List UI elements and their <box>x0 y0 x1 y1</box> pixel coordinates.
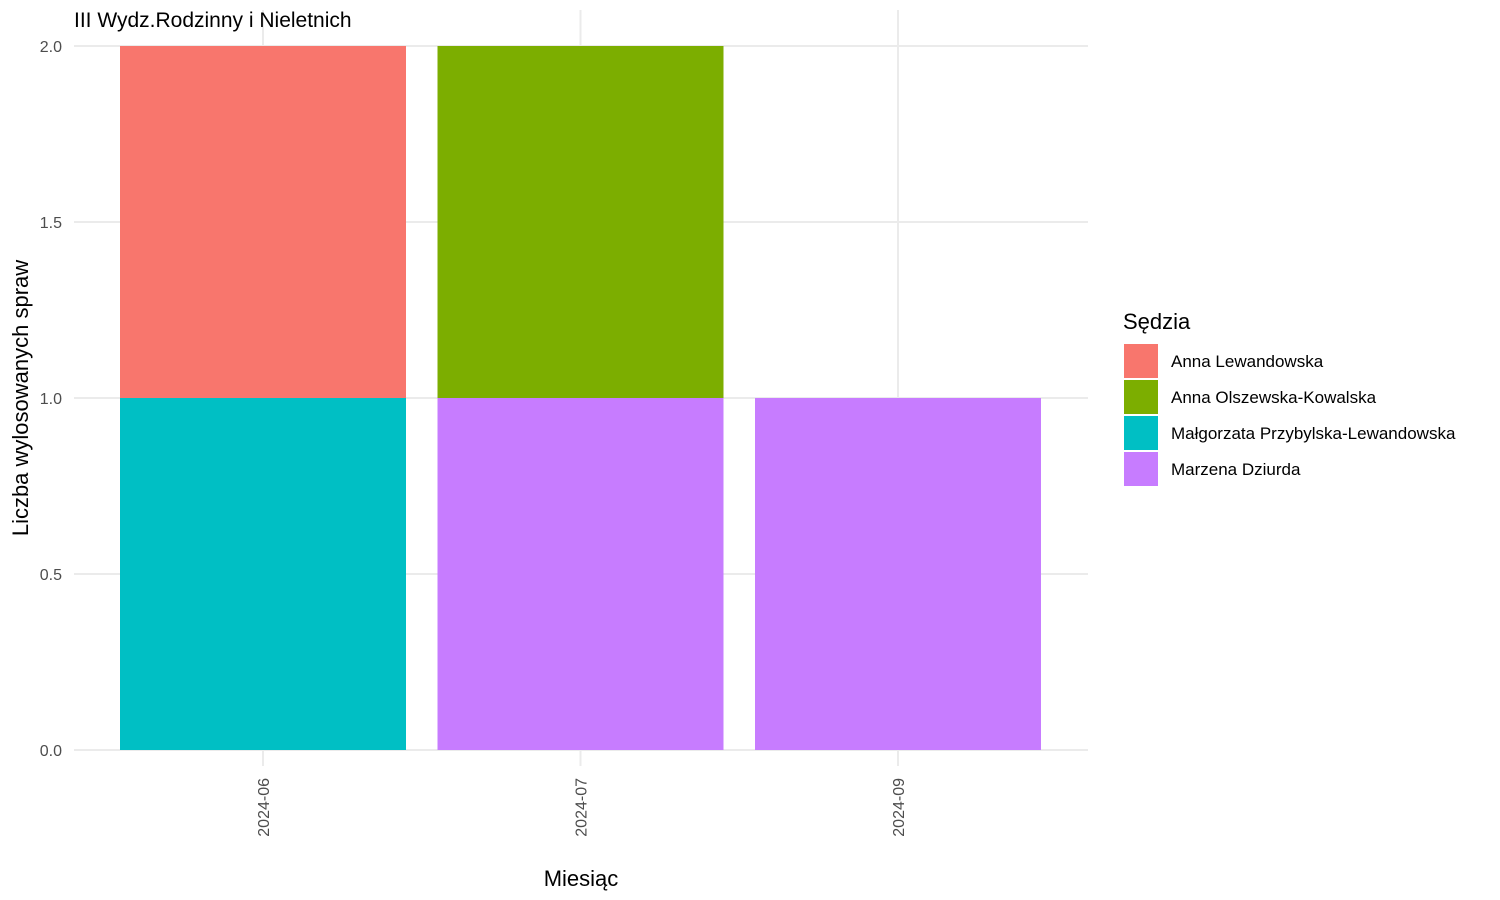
legend-swatch <box>1124 344 1158 378</box>
y-tick-label: 1.0 <box>40 391 62 408</box>
y-tick-label: 2.0 <box>40 39 62 56</box>
y-tick-label: 1.5 <box>40 215 62 232</box>
chart-title: III Wydz.Rodzinny i Nieletnich <box>74 9 352 32</box>
y-axis-title: Liczba wylosowanych spraw <box>8 260 33 536</box>
bar-segment <box>120 46 406 398</box>
legend-swatch <box>1124 452 1158 486</box>
x-axis-title: Miesiąc <box>544 866 619 891</box>
bar-segment <box>755 398 1041 750</box>
legend-swatch <box>1124 416 1158 450</box>
y-tick-label: 0.0 <box>40 743 62 760</box>
legend-label: Anna Lewandowska <box>1171 352 1324 371</box>
x-axis-ticks: 2024-06 2024-07 2024-09 <box>256 778 908 837</box>
legend-label: Małgorzata Przybylska-Lewandowska <box>1171 424 1456 443</box>
bar-segment <box>437 398 724 750</box>
legend-title: Sędzia <box>1123 309 1191 334</box>
legend: Sędzia Anna Lewandowska Anna Olszewska-Ko… <box>1123 309 1456 486</box>
bars <box>120 46 1041 750</box>
legend-label: Anna Olszewska-Kowalska <box>1171 388 1377 407</box>
x-tick-label: 2024-09 <box>891 778 908 837</box>
x-tick-label: 2024-06 <box>256 778 273 837</box>
y-axis-ticks: 0.0 0.5 1.0 1.5 2.0 <box>40 39 62 760</box>
bar-segment <box>120 398 406 750</box>
bar-segment <box>437 46 724 398</box>
x-tick-label: 2024-07 <box>574 778 591 837</box>
y-tick-label: 0.5 <box>40 567 62 584</box>
legend-swatch <box>1124 380 1158 414</box>
legend-label: Marzena Dziurda <box>1171 460 1301 479</box>
